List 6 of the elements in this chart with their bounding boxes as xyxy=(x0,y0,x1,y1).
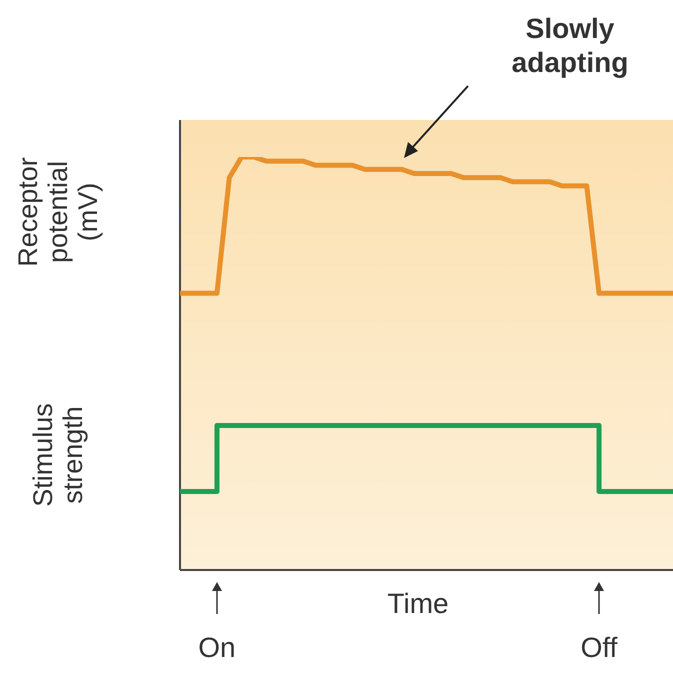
y-axis-title: Receptor potential (mV) xyxy=(13,156,103,269)
text: On xyxy=(197,632,237,664)
x-axis-title: Time xyxy=(386,588,450,620)
text: Off xyxy=(580,632,618,664)
text: Slowly adapting xyxy=(510,12,630,80)
text: Stimulus strength xyxy=(28,402,88,509)
